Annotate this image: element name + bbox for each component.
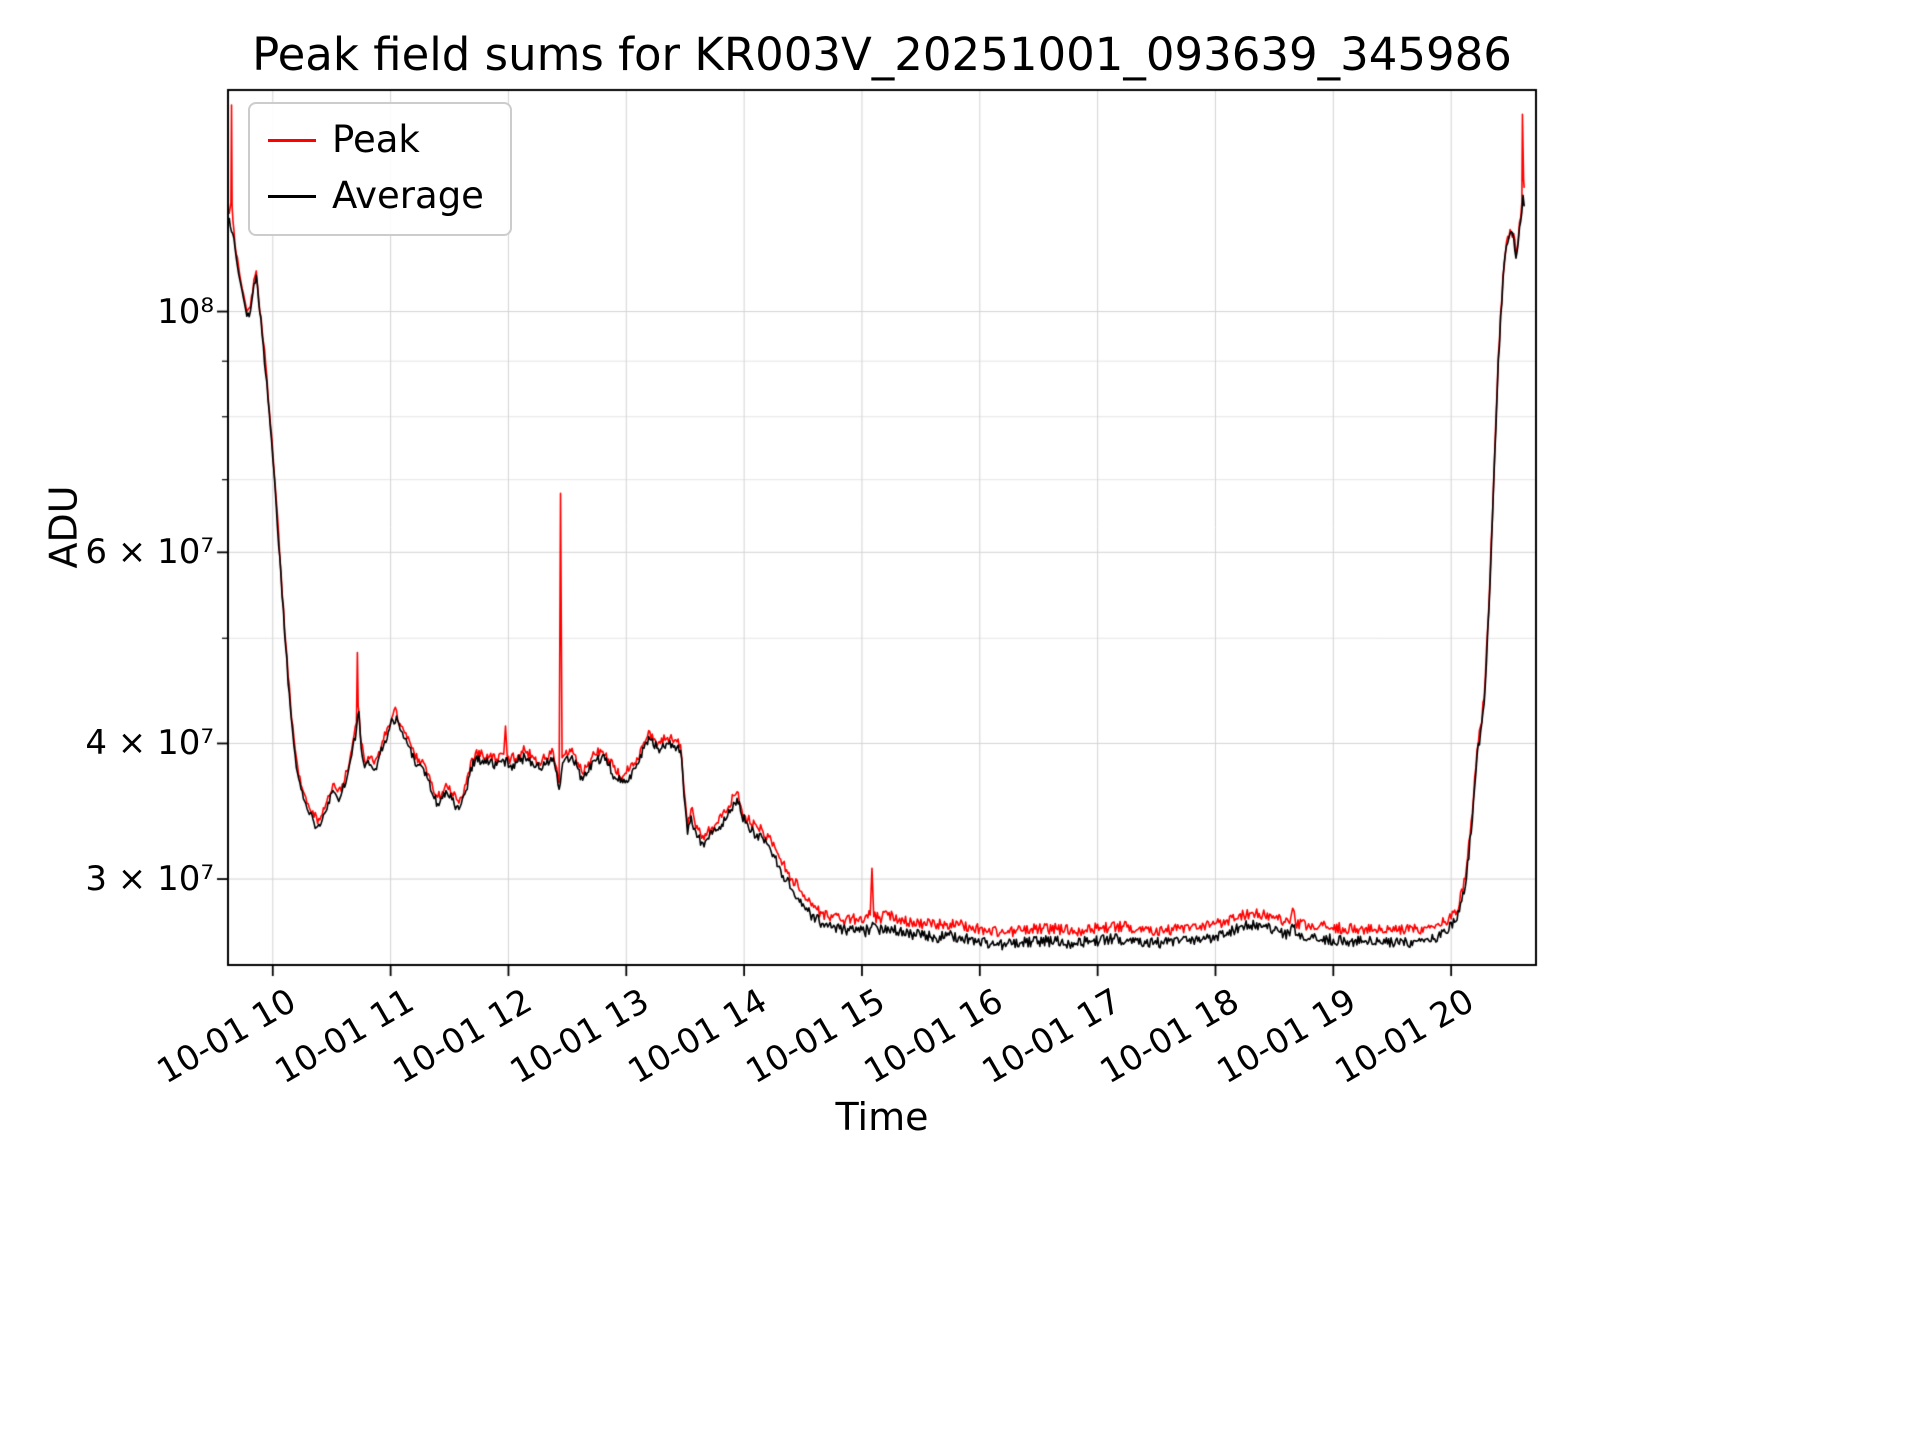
legend-item-peak: Peak [268,118,484,162]
y-tick-label: 4 × 10⁷ [85,723,214,764]
legend-label-average: Average [332,174,484,217]
y-tick-label: 6 × 10⁷ [85,532,214,573]
peak-line-swatch [268,138,316,142]
chart-title: Peak field sums for KR003V_20251001_0936… [252,28,1512,81]
legend: Peak Average [248,102,512,236]
y-tick-label: 10⁸ [157,291,214,332]
legend-label-peak: Peak [332,118,420,161]
x-axis-label: Time [835,1095,929,1139]
y-axis-label: ADU [41,485,86,569]
average-line-swatch [268,194,316,198]
legend-item-average: Average [268,174,484,218]
y-tick-label: 3 × 10⁷ [85,859,214,900]
